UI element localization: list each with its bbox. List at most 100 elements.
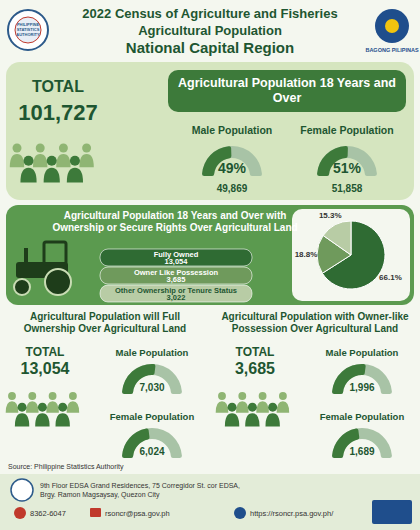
gauge-category: Male Population xyxy=(192,124,273,136)
address-line: Brgy. Ramon Magsaysay, Quezon City xyxy=(40,491,160,499)
gauge-value-label: 1,996 xyxy=(349,382,374,393)
text-line: Agricultural Population 18 Years and xyxy=(178,76,396,90)
gauge-value-label: 7,030 xyxy=(139,382,164,393)
tractor-icon xyxy=(14,242,71,295)
person-body xyxy=(67,168,83,183)
text-line: Over xyxy=(273,91,302,105)
address-line: 9th Floor EDSA Grand Residences, 75 Corr… xyxy=(40,482,240,490)
person-head xyxy=(58,403,67,412)
person-icon xyxy=(236,392,249,413)
person-body xyxy=(56,154,70,167)
person-icon xyxy=(256,392,269,413)
section-band xyxy=(6,205,414,305)
person-head xyxy=(18,403,27,412)
person-head xyxy=(59,144,68,153)
chart-title: Agricultural Population 18 Years and Ove… xyxy=(52,210,297,233)
person-icon xyxy=(277,392,290,413)
person-head xyxy=(248,403,257,412)
gauge: 7,030 xyxy=(122,364,182,394)
person-head xyxy=(47,156,57,166)
text-line: Ownership or Secure Rights Over Agricult… xyxy=(52,222,297,233)
gauge-category: Female Population xyxy=(300,124,393,136)
pie-label: 15.3% xyxy=(319,211,342,220)
person-icon xyxy=(67,392,80,413)
gauge: 1,996 xyxy=(332,364,392,394)
person-icon xyxy=(10,144,24,168)
header-title: 2022 Census of Agriculture and Fisheries xyxy=(82,6,337,21)
gauge: 51% xyxy=(317,146,377,176)
person-body xyxy=(79,154,93,167)
psa-logo-text: PHILIPPINESTATISTICSAUTHORITY xyxy=(16,22,40,37)
gauge-category: Male Population xyxy=(326,347,399,358)
person-icon xyxy=(225,403,239,427)
person-icon xyxy=(265,403,279,427)
gauge-track xyxy=(332,364,392,394)
person-head xyxy=(82,144,91,153)
gauge: 49% xyxy=(202,146,262,176)
person-icon xyxy=(20,156,36,183)
footer: Source: Philippine Statistics Authority9… xyxy=(0,463,420,530)
person-body xyxy=(46,401,59,412)
pie-label: 18.8% xyxy=(295,250,318,259)
person-body xyxy=(216,401,229,412)
gauge-track xyxy=(122,364,182,394)
person-body xyxy=(10,154,24,167)
gauge-track xyxy=(202,146,262,176)
section-ownership: Agricultural Population 18 Years and Ove… xyxy=(6,205,414,305)
legend-box xyxy=(100,249,252,266)
footer-band xyxy=(0,474,420,530)
person-body xyxy=(245,413,259,426)
person-body xyxy=(67,401,80,412)
bagong-pilipinas-logo xyxy=(375,9,409,43)
legend-count: 3,685 xyxy=(167,275,186,284)
person-head xyxy=(70,156,80,166)
legend-count: 3,022 xyxy=(167,293,186,302)
person-icon xyxy=(46,392,59,413)
legend-box xyxy=(100,285,252,302)
total-value: 3,685 xyxy=(235,360,275,377)
tractor-wheel-back xyxy=(45,269,71,295)
gauge: 6,024 xyxy=(122,428,182,458)
gauge-category: Female Population xyxy=(110,411,195,422)
person-head xyxy=(279,392,287,400)
person-body xyxy=(236,401,249,412)
person-head xyxy=(69,392,77,400)
total-title: TOTAL xyxy=(236,345,275,359)
gauge-track xyxy=(317,146,377,176)
total-title: TOTAL xyxy=(26,345,65,359)
person-head xyxy=(218,392,226,400)
person-head xyxy=(38,403,47,412)
person-body xyxy=(55,413,69,426)
email: rsoncr@psa.gov.ph xyxy=(105,509,170,518)
gauge: 1,689 xyxy=(332,428,392,458)
email-icon xyxy=(90,508,101,517)
person-icon xyxy=(245,403,259,427)
pie-label: 66.1% xyxy=(379,273,402,282)
chart-title: Agricultural Population with Owner-likeP… xyxy=(221,311,409,334)
pie-panel xyxy=(292,209,410,301)
bagong-pilipinas-text: BAGONG PILIPINAS xyxy=(365,47,419,53)
person-body xyxy=(20,168,36,183)
person-head xyxy=(228,403,237,412)
tractor-wheel-front xyxy=(14,279,30,295)
person-head xyxy=(238,392,246,400)
gauge-count: 51,858 xyxy=(332,183,363,194)
person-icon xyxy=(79,144,93,168)
web-icon xyxy=(234,507,246,519)
gauge-count: 49,869 xyxy=(217,183,248,194)
person-icon xyxy=(44,156,60,183)
person-body xyxy=(44,168,60,183)
header-title: National Capital Region xyxy=(126,39,294,56)
person-body xyxy=(15,413,29,426)
person-head xyxy=(36,144,45,153)
bagong-pilipinas-sun xyxy=(385,19,399,33)
person-body xyxy=(225,413,239,426)
person-body xyxy=(35,413,49,426)
person-icon xyxy=(26,392,39,413)
total-title: TOTAL xyxy=(32,78,84,95)
page-background xyxy=(0,0,420,530)
person-icon xyxy=(35,403,49,427)
section-total: TOTAL101,727Agricultural Population 18 Y… xyxy=(6,62,414,200)
person-head xyxy=(259,392,267,400)
psa-logo-inner xyxy=(15,17,41,43)
